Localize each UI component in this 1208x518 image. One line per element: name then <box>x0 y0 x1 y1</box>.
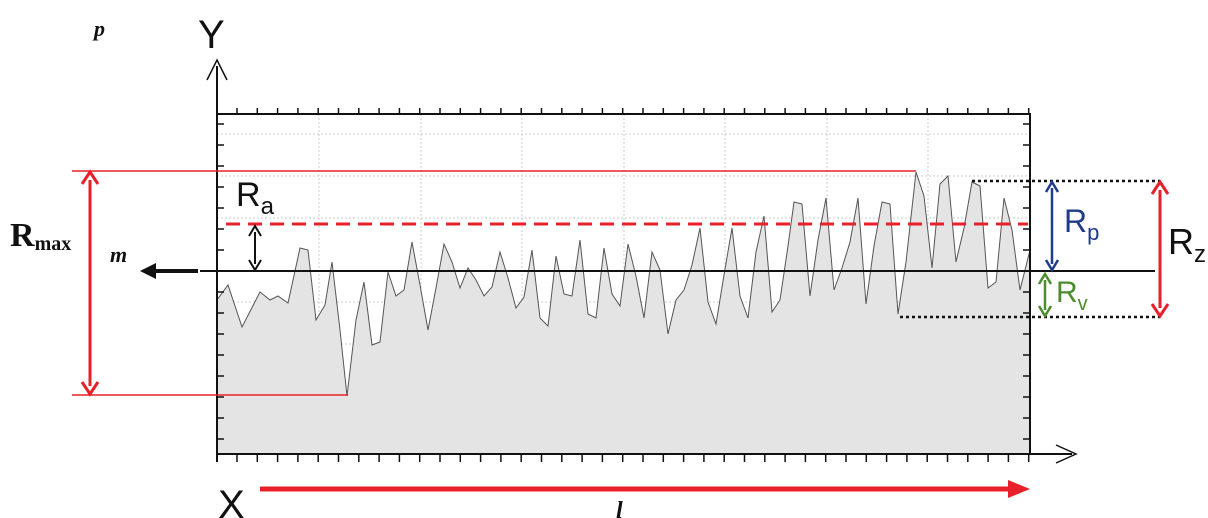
ra-label-sub: a <box>261 193 275 220</box>
rz-label-sub: z <box>1194 241 1206 268</box>
m-label: m <box>110 242 127 267</box>
rz-label-main: R <box>1168 221 1194 262</box>
l-label: l <box>616 498 623 518</box>
rz-arrowhead-bottom <box>1150 303 1170 319</box>
l-arrowhead <box>1008 480 1030 498</box>
rv-label-main: R <box>1056 276 1078 309</box>
rv-label-sub: v <box>1078 293 1088 315</box>
rp-arrowhead-top <box>1044 179 1060 193</box>
rmax-arrowhead-bottom <box>80 381 100 397</box>
rp-label-main: R <box>1064 203 1087 239</box>
rmax-label-main: R <box>10 217 35 254</box>
rmax-label-sub: max <box>35 233 72 255</box>
p-label: p <box>92 16 105 41</box>
rv-label: Rv <box>1056 276 1088 315</box>
rmax-arrowhead-top <box>80 169 100 185</box>
x-axis-label: X <box>218 483 245 518</box>
rv-arrowhead-top <box>1037 271 1053 285</box>
rz-arrowhead-top <box>1150 179 1170 195</box>
surface-profile <box>217 171 1030 454</box>
ra-arrowhead-bottom <box>248 259 262 272</box>
rmax-label: Rmax <box>10 217 71 255</box>
x-axis-arrowhead <box>1055 444 1078 464</box>
rp-label: Rp <box>1064 203 1099 245</box>
mean-arrowhead <box>140 263 156 279</box>
rp-label-sub: p <box>1087 220 1099 245</box>
rv-arrowhead-bottom <box>1037 305 1053 319</box>
ra-label: Ra <box>236 176 275 220</box>
axis-ticks <box>217 108 1030 462</box>
ra-arrowhead-top <box>248 224 262 237</box>
y-axis-label: Y <box>198 13 225 57</box>
ra-label-main: R <box>236 176 261 214</box>
rp-arrowhead-bottom <box>1044 259 1060 273</box>
y-axis-arrowhead <box>206 58 228 81</box>
rz-label: Rz <box>1168 221 1206 268</box>
